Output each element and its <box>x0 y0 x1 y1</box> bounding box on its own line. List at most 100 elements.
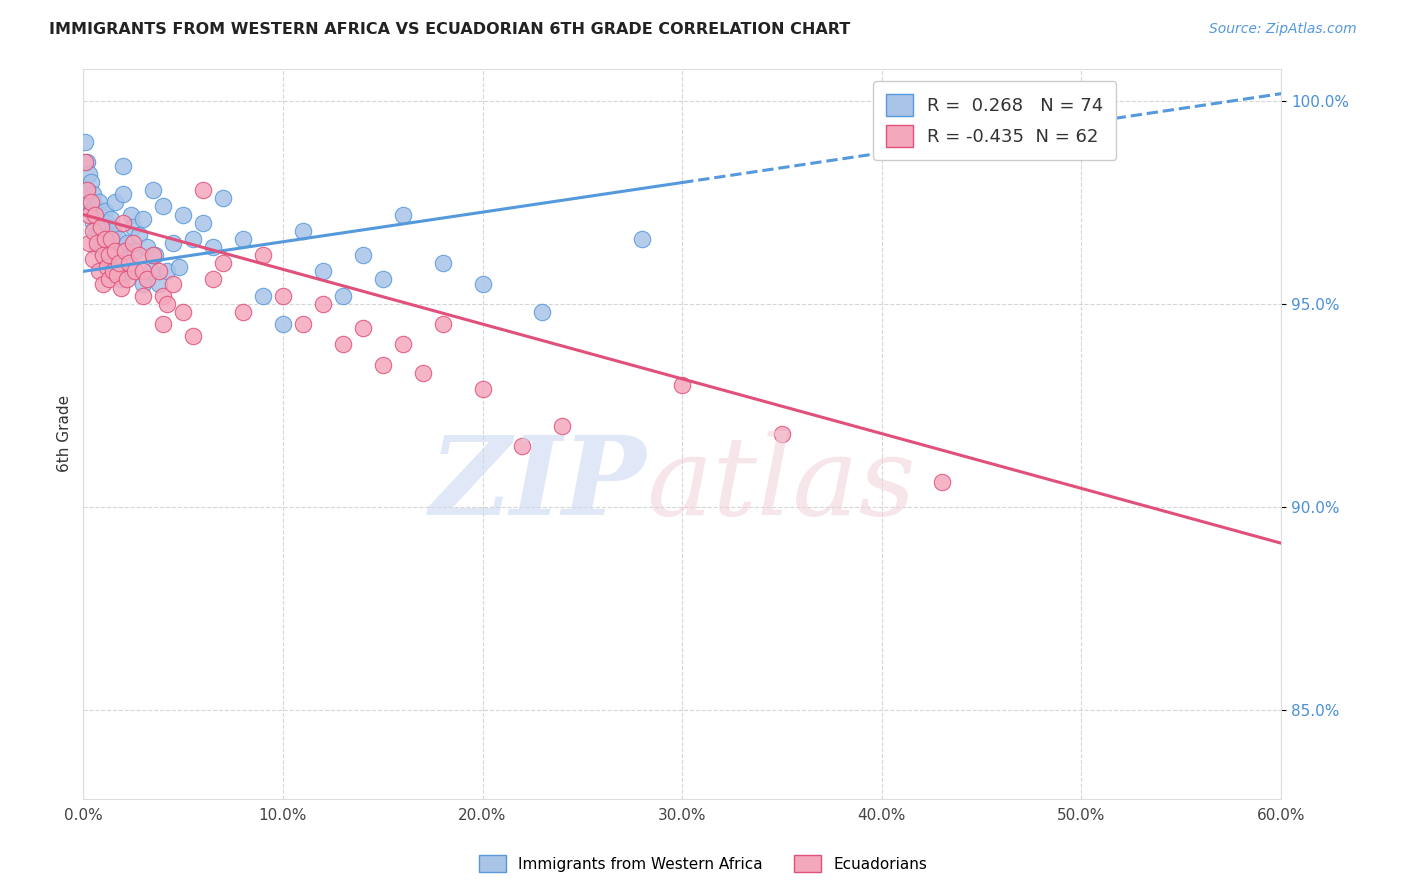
Point <box>115 235 138 250</box>
Y-axis label: 6th Grade: 6th Grade <box>58 395 72 472</box>
Point <box>90 208 112 222</box>
Point <box>162 277 184 291</box>
Point <box>77 235 100 250</box>
Point <box>152 289 174 303</box>
Point <box>82 252 104 267</box>
Point <box>114 244 136 258</box>
Point <box>531 305 554 319</box>
Point <box>96 260 118 275</box>
Point <box>352 248 374 262</box>
Point <box>91 248 114 262</box>
Point <box>124 244 146 258</box>
Point <box>103 224 125 238</box>
Point <box>191 216 214 230</box>
Point <box>142 248 165 262</box>
Point <box>156 264 179 278</box>
Point <box>156 297 179 311</box>
Point <box>89 224 111 238</box>
Point <box>352 321 374 335</box>
Point <box>551 418 574 433</box>
Point <box>110 272 132 286</box>
Point <box>232 232 254 246</box>
Text: Source: ZipAtlas.com: Source: ZipAtlas.com <box>1209 22 1357 37</box>
Point <box>112 159 135 173</box>
Point <box>84 227 107 242</box>
Point <box>76 183 98 197</box>
Point <box>148 264 170 278</box>
Point <box>212 191 235 205</box>
Point <box>100 232 122 246</box>
Point <box>94 232 117 246</box>
Point <box>98 248 121 262</box>
Point <box>152 199 174 213</box>
Point <box>112 187 135 202</box>
Point <box>94 232 117 246</box>
Point <box>91 219 114 234</box>
Point <box>191 183 214 197</box>
Text: atlas: atlas <box>647 431 915 539</box>
Point <box>391 208 413 222</box>
Point <box>89 264 111 278</box>
Point <box>181 329 204 343</box>
Point <box>118 264 141 278</box>
Point <box>412 366 434 380</box>
Point <box>108 260 131 275</box>
Text: ZIP: ZIP <box>430 431 647 539</box>
Point <box>141 264 163 278</box>
Point <box>86 240 108 254</box>
Point <box>86 235 108 250</box>
Point <box>82 216 104 230</box>
Point <box>122 219 145 234</box>
Point <box>75 135 97 149</box>
Point <box>770 426 793 441</box>
Point <box>432 317 454 331</box>
Point <box>120 208 142 222</box>
Point <box>77 167 100 181</box>
Point <box>86 211 108 226</box>
Point <box>252 248 274 262</box>
Point <box>124 264 146 278</box>
Point <box>75 154 97 169</box>
Point <box>152 317 174 331</box>
Point <box>80 175 103 189</box>
Point <box>77 195 100 210</box>
Point <box>105 268 128 283</box>
Point <box>432 256 454 270</box>
Point <box>103 264 125 278</box>
Point <box>91 248 114 262</box>
Point <box>96 244 118 258</box>
Point <box>76 154 98 169</box>
Point <box>271 289 294 303</box>
Point <box>100 211 122 226</box>
Point <box>471 382 494 396</box>
Point <box>132 264 155 278</box>
Point <box>84 199 107 213</box>
Point <box>172 208 194 222</box>
Point <box>110 244 132 258</box>
Point <box>104 244 127 258</box>
Point <box>252 289 274 303</box>
Point <box>332 337 354 351</box>
Point <box>512 439 534 453</box>
Point <box>128 248 150 262</box>
Point <box>115 272 138 286</box>
Point <box>77 208 100 222</box>
Point <box>291 224 314 238</box>
Point <box>172 305 194 319</box>
Point <box>162 235 184 250</box>
Point <box>90 219 112 234</box>
Point <box>132 277 155 291</box>
Point <box>104 195 127 210</box>
Point <box>128 227 150 242</box>
Point <box>391 337 413 351</box>
Point <box>291 317 314 331</box>
Point <box>118 256 141 270</box>
Point <box>110 280 132 294</box>
Point <box>98 272 121 286</box>
Point <box>114 252 136 267</box>
Point <box>132 211 155 226</box>
Point <box>84 208 107 222</box>
Point <box>82 224 104 238</box>
Point <box>98 256 121 270</box>
Point <box>136 240 159 254</box>
